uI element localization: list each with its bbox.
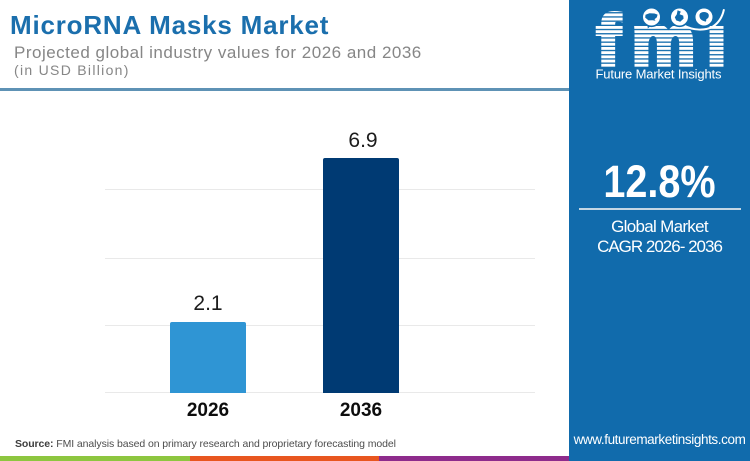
svg-text:Future Market Insights: Future Market Insights [596,67,723,82]
